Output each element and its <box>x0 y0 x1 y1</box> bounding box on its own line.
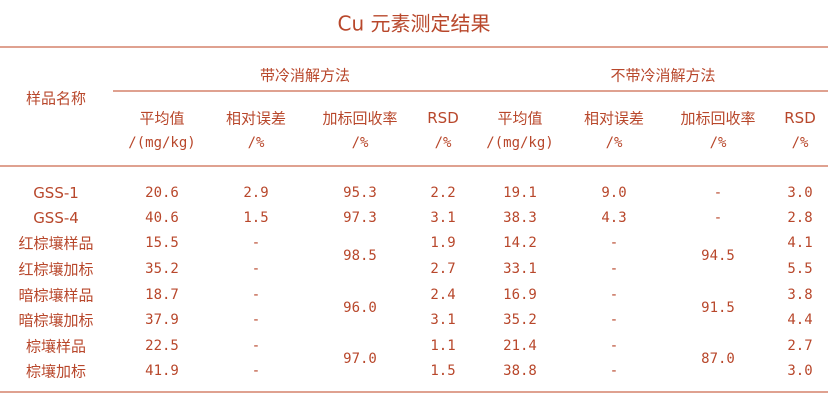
cell-with-mean: 40.6 <box>145 210 179 226</box>
cell-with-mean: 41.9 <box>145 363 179 379</box>
cell-with-rsd: 3.1 <box>430 210 456 226</box>
row-sample-name: 红棕壤样品 <box>18 234 94 253</box>
row-sample-name: GSS-1 <box>33 184 79 202</box>
column-unit: /% <box>351 135 369 151</box>
row-sample-name: 暗棕壤样品 <box>18 286 94 305</box>
cell-without-rsd: 5.5 <box>787 261 813 277</box>
cell-with-recovery: 97.3 <box>343 210 377 226</box>
cell-without-recovery: 91.5 <box>701 299 735 316</box>
cell-with-err: - <box>251 363 261 379</box>
cell-with-mean: 22.5 <box>145 338 179 354</box>
cell-with-mean: 37.9 <box>145 312 179 328</box>
column-unit: /% <box>791 135 809 151</box>
row-sample-name: 红棕壤加标 <box>18 260 94 279</box>
row-sample-name: GSS-4 <box>33 209 79 227</box>
table-title: Cu 元素测定结果 <box>337 11 491 36</box>
cell-without-mean: 33.1 <box>503 261 537 277</box>
column-header: 加标回收率 <box>322 109 398 128</box>
cell-without-rsd: 3.8 <box>787 287 813 303</box>
cell-with-recovery: 98.5 <box>343 248 377 264</box>
column-header: 加标回收率 <box>680 109 756 128</box>
column-header: RSD <box>784 109 816 127</box>
cell-without-err: - <box>609 261 619 277</box>
cell-without-rsd: 2.8 <box>787 210 813 226</box>
column-unit: /(mg/kg) <box>486 135 554 151</box>
column-header: 相对误差 <box>225 109 287 128</box>
cell-without-recovery: 94.5 <box>701 248 735 264</box>
cell-without-mean: 38.8 <box>503 363 537 379</box>
cell-with-rsd: 1.1 <box>430 338 456 354</box>
column-header: 平均值 <box>139 109 185 128</box>
cell-with-recovery: 95.3 <box>343 185 377 201</box>
cell-with-rsd: 2.2 <box>430 185 456 201</box>
column-header: 相对误差 <box>583 109 645 128</box>
cell-with-recovery: 96.0 <box>343 299 377 316</box>
cell-with-rsd: 3.1 <box>430 312 456 328</box>
cell-with-err: - <box>251 312 261 328</box>
column-unit: /% <box>709 135 727 151</box>
cell-with-recovery: 97.0 <box>343 350 377 367</box>
cell-with-mean: 35.2 <box>145 261 179 277</box>
bottom-rule <box>0 391 828 393</box>
cell-with-err: 1.5 <box>243 210 269 226</box>
cell-with-mean: 18.7 <box>145 287 179 303</box>
cell-with-err: - <box>251 338 261 354</box>
column-header: RSD <box>427 109 459 127</box>
row-sample-name: 暗棕壤加标 <box>18 311 94 330</box>
cell-with-err: - <box>251 287 261 303</box>
cell-with-mean: 15.5 <box>145 235 179 251</box>
cell-without-mean: 19.1 <box>503 185 537 201</box>
cell-without-rsd: 2.7 <box>787 338 813 354</box>
header-rule <box>0 165 828 167</box>
row-sample-name: 棕壤样品 <box>25 337 87 356</box>
cell-with-rsd: 2.7 <box>430 261 456 277</box>
cell-with-rsd: 2.4 <box>430 287 456 303</box>
column-unit: /(mg/kg) <box>128 135 196 151</box>
cell-without-mean: 35.2 <box>503 312 537 328</box>
cell-without-recovery: - <box>713 185 723 201</box>
cell-with-rsd: 1.5 <box>430 363 456 379</box>
cell-without-mean: 14.2 <box>503 235 537 251</box>
cell-without-err: - <box>609 235 619 251</box>
cell-without-err: - <box>609 287 619 303</box>
cell-without-mean: 38.3 <box>503 210 537 226</box>
header-group-without-cold-digestion: 不带冷消解方法 <box>610 66 716 85</box>
group-rule <box>113 90 828 92</box>
cell-without-rsd: 3.0 <box>787 363 813 379</box>
cell-without-recovery: 87.0 <box>701 350 735 367</box>
cell-without-mean: 16.9 <box>503 287 537 303</box>
cell-without-err: 4.3 <box>601 210 627 226</box>
header-sample-name: 样品名称 <box>25 89 87 108</box>
cell-with-mean: 20.6 <box>145 185 179 201</box>
column-header: 平均值 <box>497 109 543 128</box>
cell-without-err: 9.0 <box>601 185 627 201</box>
cell-with-rsd: 1.9 <box>430 235 456 251</box>
cell-without-err: - <box>609 338 619 354</box>
column-unit: /% <box>247 135 265 151</box>
cell-without-rsd: 4.1 <box>787 235 813 251</box>
cell-without-rsd: 3.0 <box>787 185 813 201</box>
cell-with-err: 2.9 <box>243 185 269 201</box>
cell-with-err: - <box>251 261 261 277</box>
top-rule <box>0 46 828 48</box>
cell-without-recovery: - <box>713 210 723 226</box>
cell-without-mean: 21.4 <box>503 338 537 354</box>
row-sample-name: 棕壤加标 <box>25 362 87 381</box>
cell-without-rsd: 4.4 <box>787 312 813 328</box>
header-group-with-cold-digestion: 带冷消解方法 <box>259 66 351 85</box>
cell-with-err: - <box>251 235 261 251</box>
cell-without-err: - <box>609 312 619 328</box>
column-unit: /% <box>605 135 623 151</box>
column-unit: /% <box>434 135 452 151</box>
cell-without-err: - <box>609 363 619 379</box>
